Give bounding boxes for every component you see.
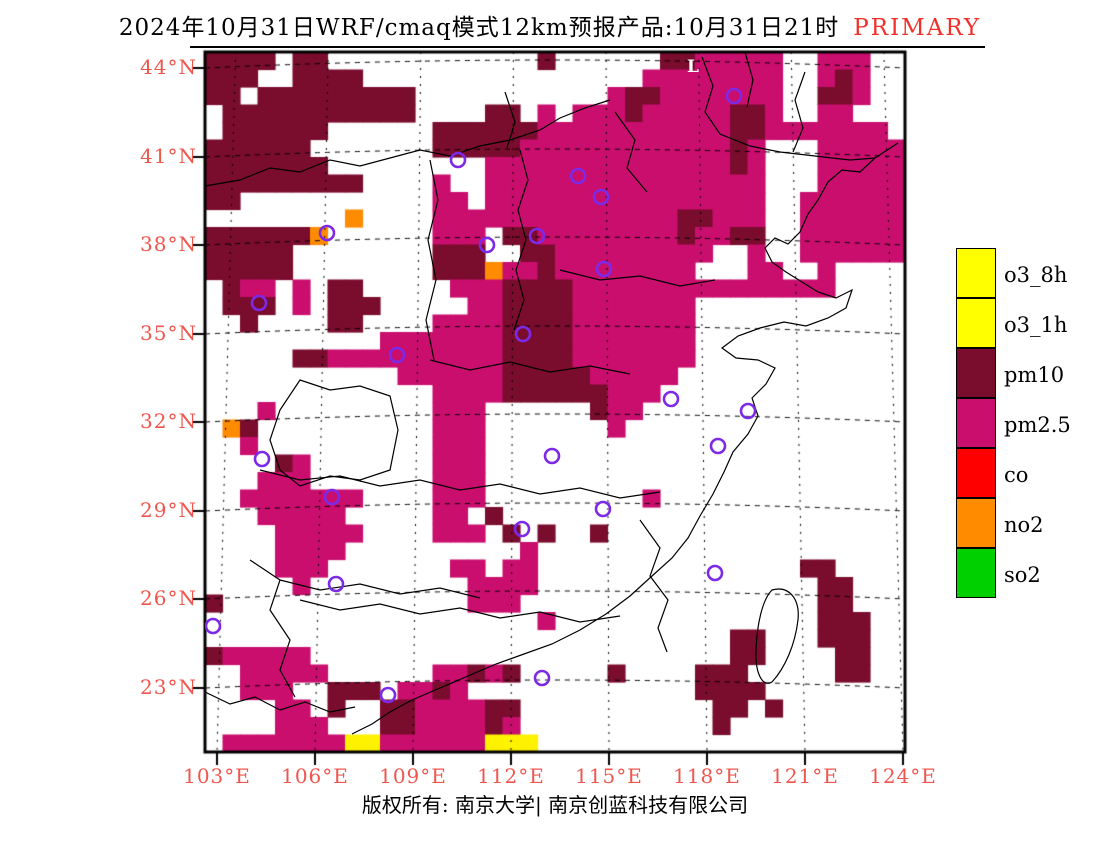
- lat-tick-label: 44°N: [140, 55, 197, 79]
- legend-label: o3_8h: [1004, 263, 1068, 287]
- legend-label: o3_1h: [1004, 313, 1068, 337]
- legend-swatch: [956, 248, 996, 298]
- lon-tick-label: 112°E: [477, 764, 545, 788]
- legend-swatch: [956, 498, 996, 548]
- lon-tick-label: 115°E: [575, 764, 643, 788]
- lat-tick-label: 35°N: [140, 321, 197, 345]
- legend-swatch: [956, 398, 996, 448]
- title-text: 2024年10月31日WRF/cmaq模式12km预报产品:10月31日21时: [118, 15, 840, 41]
- lon-tick-label: 121°E: [771, 764, 839, 788]
- lat-tick-label: 38°N: [140, 232, 197, 256]
- lat-tick-label: 41°N: [140, 144, 197, 168]
- lon-tick-label: 106°E: [281, 764, 349, 788]
- lat-tick-label: 26°N: [140, 586, 197, 610]
- lat-tick-label: 32°N: [140, 409, 197, 433]
- legend-label: pm2.5: [1004, 413, 1071, 437]
- lon-tick-label: 118°E: [673, 764, 741, 788]
- copyright-footer: 版权所有: 南京大学| 南京创蓝科技有限公司: [361, 793, 749, 817]
- lat-tick-label: 29°N: [140, 498, 197, 522]
- lat-tick-label: 23°N: [140, 675, 197, 699]
- lon-tick-label: 109°E: [379, 764, 447, 788]
- legend-label: so2: [1004, 563, 1041, 587]
- legend-swatch: [956, 348, 996, 398]
- lon-tick-label: 124°E: [869, 764, 937, 788]
- title-primary-pollutant-tag: PRIMARY: [853, 15, 982, 41]
- legend-swatch: [956, 298, 996, 348]
- legend-label: pm10: [1004, 363, 1065, 387]
- legend-swatch: [956, 548, 996, 598]
- pollutant-forecast-map: [188, 42, 918, 772]
- legend-swatch: [956, 448, 996, 498]
- lon-tick-label: 103°E: [183, 764, 251, 788]
- legend-label: co: [1004, 463, 1029, 487]
- page-title: 2024年10月31日WRF/cmaq模式12km预报产品:10月31日21时 P…: [0, 8, 1100, 42]
- legend-label: no2: [1004, 513, 1044, 537]
